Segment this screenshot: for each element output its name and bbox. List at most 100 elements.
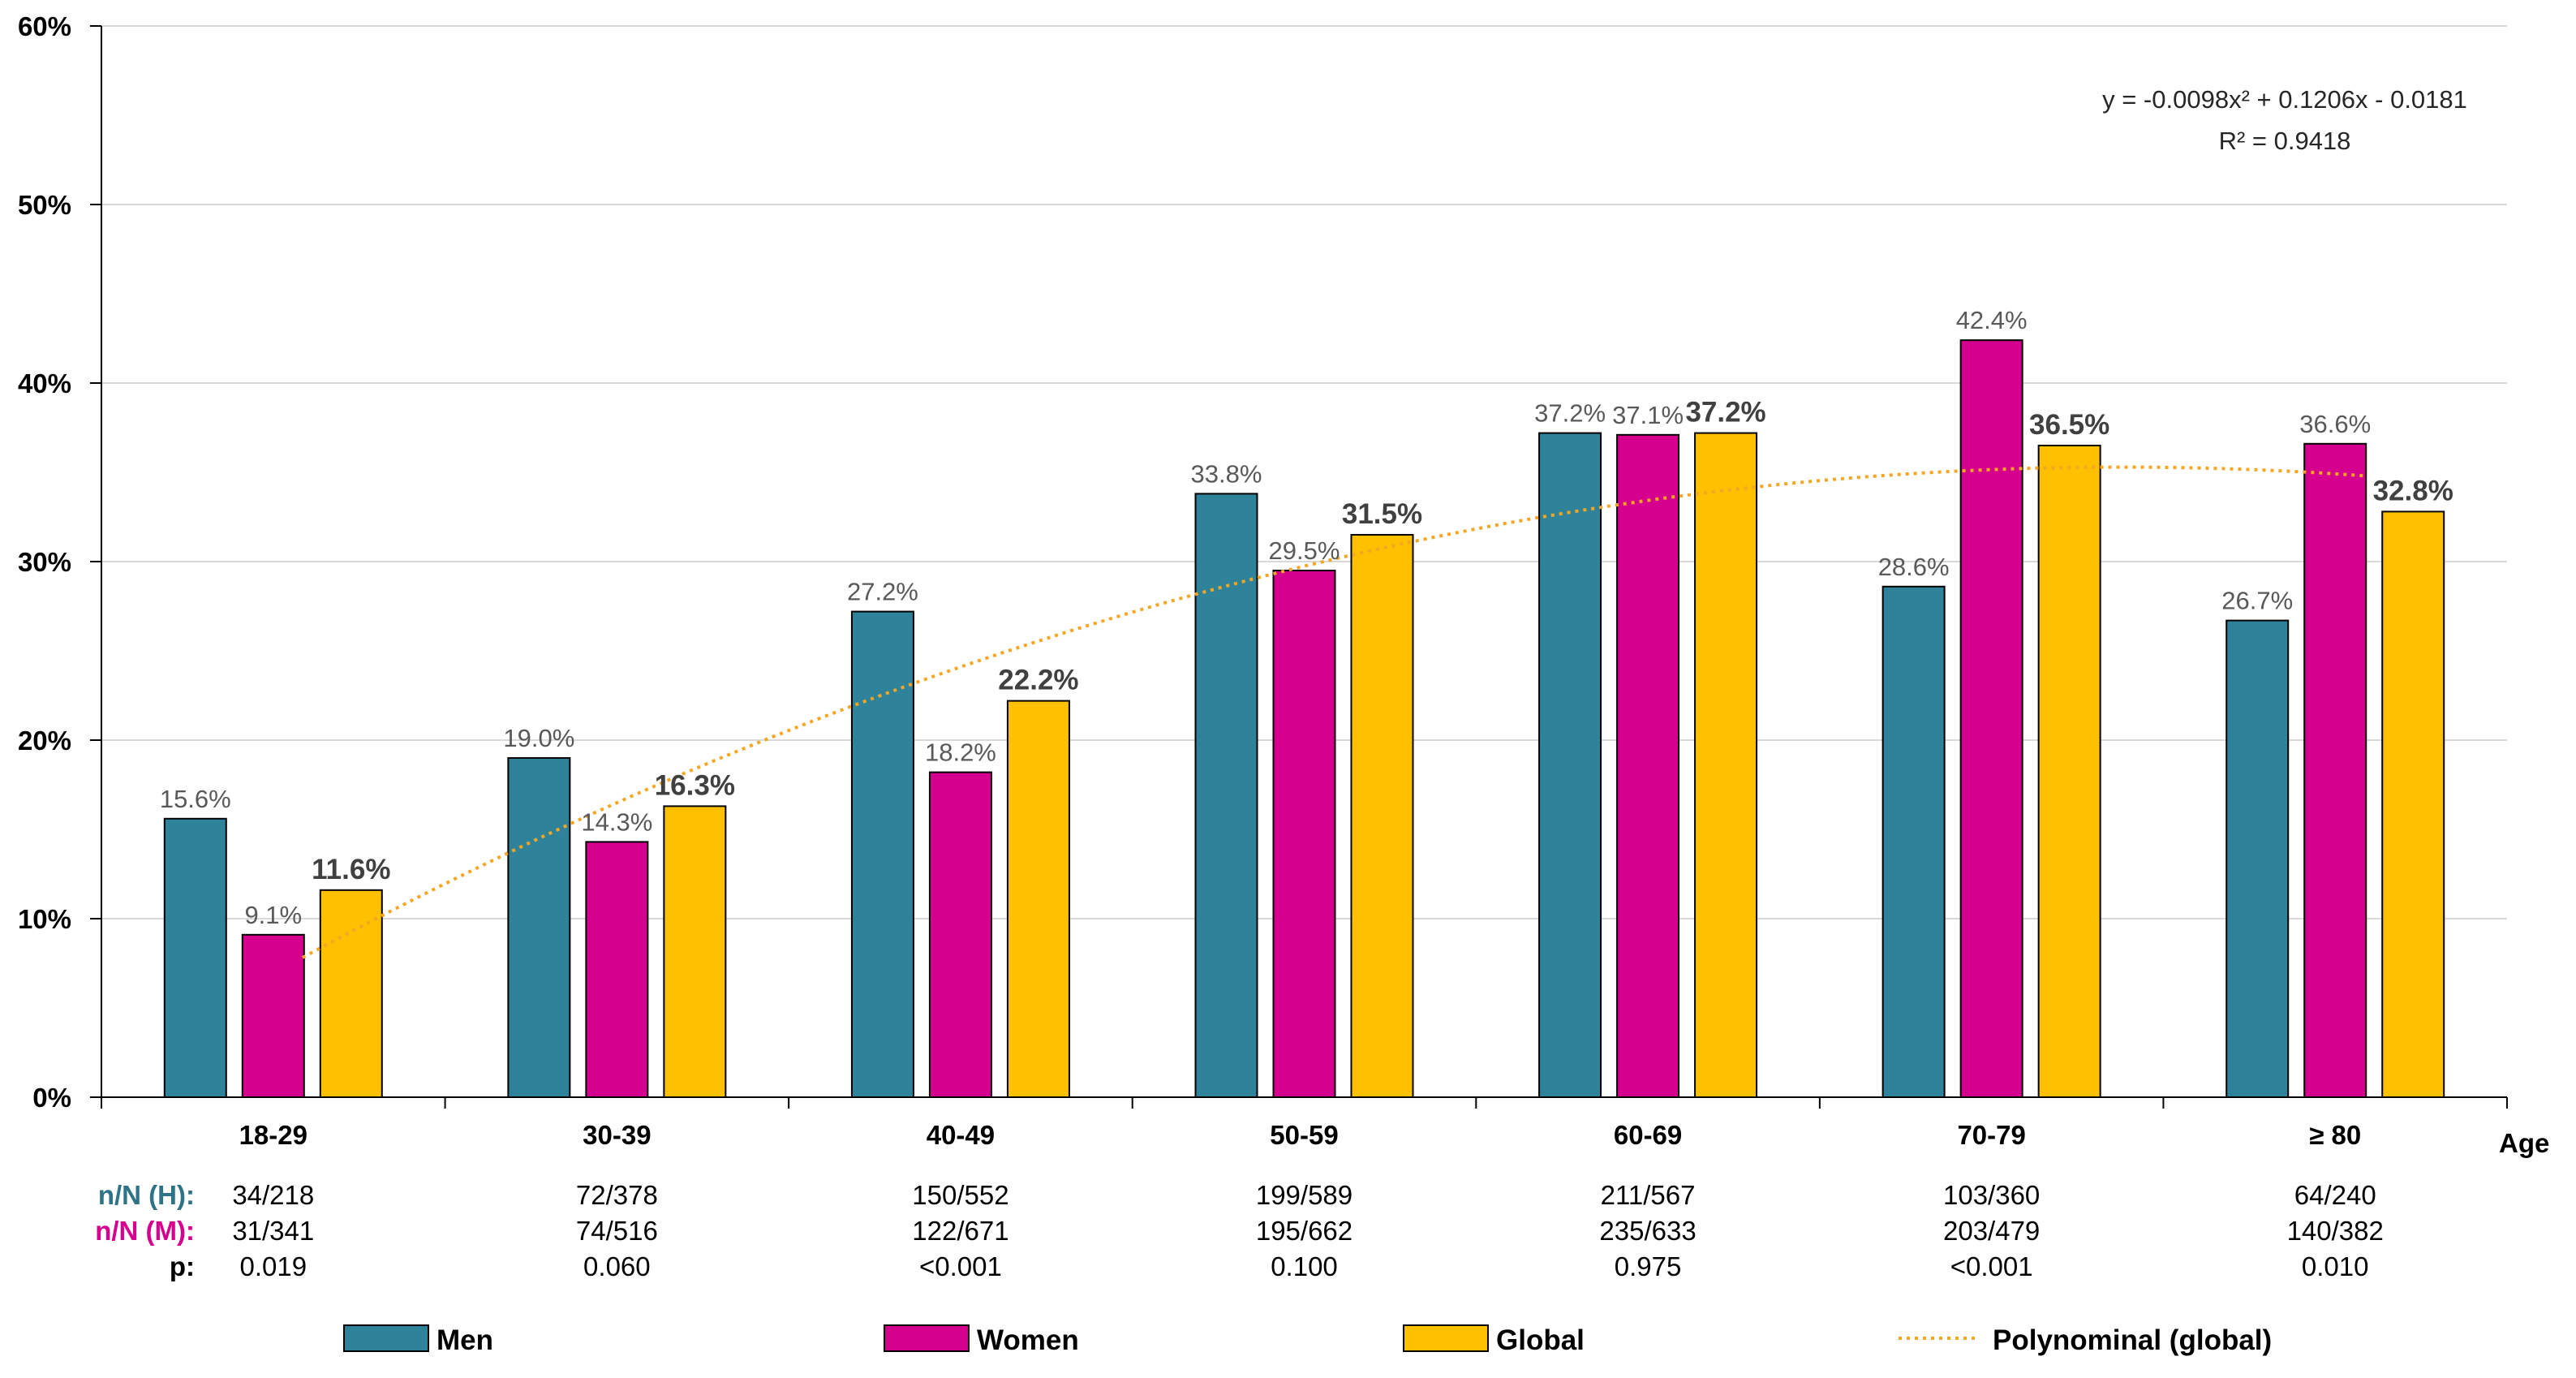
- table-cell: 235/633: [1599, 1216, 1696, 1246]
- table-cell: 31/341: [232, 1216, 314, 1246]
- table-cell: 74/516: [576, 1216, 658, 1246]
- data-label: 29.5%: [1269, 536, 1340, 565]
- y-tick-label: 20%: [18, 726, 71, 756]
- y-tick-label: 60%: [18, 11, 71, 41]
- data-label: 14.3%: [581, 807, 652, 836]
- data-label: 9.1%: [244, 901, 302, 929]
- gridlines: [101, 25, 2507, 919]
- table-cell: <0.001: [919, 1251, 1002, 1281]
- bar-women: [1272, 570, 1336, 1098]
- data-label: 42.4%: [1956, 306, 2028, 334]
- table-cell: 0.010: [2302, 1251, 2369, 1281]
- bar-global: [1694, 432, 1758, 1098]
- trendline-equation-text: y = -0.0098x² + 0.1206x - 0.0181: [2102, 85, 2467, 114]
- x-tick-label: 18-29: [239, 1120, 307, 1150]
- y-tick-label: 30%: [18, 547, 71, 577]
- table-row-label: n/N (H):: [98, 1180, 195, 1210]
- legend-label: Women: [977, 1324, 1079, 1356]
- bar-women: [2303, 442, 2367, 1098]
- data-label: 36.6%: [2299, 410, 2371, 438]
- bar-global: [1006, 700, 1070, 1098]
- bar-women: [928, 771, 992, 1098]
- axes: [90, 25, 2508, 1109]
- data-label: 37.2%: [1685, 397, 1765, 428]
- bars: [163, 339, 2445, 1099]
- table-cell: 0.975: [1615, 1251, 1682, 1281]
- bar-men: [1538, 432, 1602, 1098]
- y-tick-label: 40%: [18, 368, 71, 398]
- table-row-label: p:: [170, 1251, 195, 1281]
- table-cell: 72/378: [576, 1180, 658, 1210]
- bar-women: [585, 841, 649, 1099]
- data-label: 16.3%: [655, 769, 735, 801]
- bar-women: [1959, 339, 2023, 1098]
- table-cell: 195/662: [1256, 1216, 1353, 1246]
- tick-labels: 0% 10% 20% 30% 40% 50% 60% 18-29 30-39 40-49 50-59…: [18, 11, 2361, 1150]
- bar-global: [663, 805, 727, 1099]
- x-tick-label: 70-79: [1957, 1120, 2025, 1150]
- bar-global: [319, 889, 383, 1099]
- legend: Men Women Global Polynominal (global): [343, 1324, 2272, 1356]
- data-label: 28.6%: [1878, 553, 1950, 581]
- data-label: 27.2%: [847, 578, 918, 606]
- x-axis-label: Age: [2499, 1128, 2549, 1158]
- table-cell: 150/552: [912, 1180, 1008, 1210]
- x-tick-label: ≥ 80: [2309, 1120, 2361, 1150]
- table-cell: 122/671: [912, 1216, 1008, 1246]
- data-label: 32.8%: [2373, 475, 2453, 506]
- table-row-label: n/N (M):: [95, 1216, 195, 1246]
- data-label: 33.8%: [1191, 459, 1262, 488]
- bar-men: [163, 817, 227, 1098]
- legend-label: Global: [1496, 1324, 1585, 1356]
- data-label: 11.6%: [312, 854, 390, 885]
- y-tick-label: 10%: [18, 904, 71, 934]
- table-cell: 211/567: [1601, 1180, 1696, 1210]
- data-label: 18.2%: [925, 739, 996, 767]
- legend-swatch-women: [884, 1324, 970, 1352]
- bar-women: [241, 933, 305, 1099]
- bar-men: [507, 757, 571, 1098]
- x-tick-label: 30-39: [583, 1120, 651, 1150]
- table-cell: 199/589: [1256, 1180, 1353, 1210]
- bar-men: [1881, 585, 1946, 1098]
- table-cell: 64/240: [2294, 1180, 2376, 1210]
- table-cell: 140/382: [2287, 1216, 2384, 1246]
- data-label: 31.5%: [1342, 498, 1422, 530]
- x-tick-label: 50-59: [1270, 1120, 1338, 1150]
- data-label: 22.2%: [998, 665, 1078, 696]
- bar-global: [2381, 510, 2445, 1098]
- x-tick-label: 60-69: [1614, 1120, 1682, 1150]
- table-cell: 0.100: [1271, 1251, 1338, 1281]
- bar-women: [1616, 433, 1680, 1098]
- x-tick-label: 40-49: [927, 1120, 995, 1150]
- trendline-r2-text: R² = 0.9418: [2219, 127, 2351, 155]
- table-cell: 103/360: [1943, 1180, 2040, 1210]
- table-cell: 203/479: [1943, 1216, 2040, 1246]
- data-labels: 15.6% 9.1% 11.6% 19.0% 14.3%16.3% 27.2% 18.2% 2…: [160, 306, 2453, 929]
- trendline: [301, 465, 2365, 959]
- y-tick-label: 0%: [32, 1083, 71, 1113]
- data-label: 15.6%: [160, 785, 231, 813]
- trendline-curve: [301, 465, 2365, 959]
- bar-men: [2226, 619, 2290, 1098]
- trendline-equation: y = -0.0098x² + 0.1206x - 0.0181 R² = 0.…: [2102, 85, 2467, 155]
- table-cell: <0.001: [1950, 1251, 2033, 1281]
- legend-swatch-men: [343, 1324, 429, 1352]
- data-table: n/N (H): 34/218 72/378 150/552 199/589 211/56…: [95, 1180, 2384, 1281]
- table-cell: 34/218: [232, 1180, 314, 1210]
- legend-swatch-global: [1403, 1324, 1489, 1352]
- data-label: 37.1%: [1612, 401, 1684, 429]
- bar-men: [850, 610, 914, 1098]
- table-cell: 0.060: [583, 1251, 651, 1281]
- bar-global: [2037, 445, 2101, 1098]
- legend-label: Polynominal (global): [1993, 1324, 2272, 1356]
- data-label: 19.0%: [503, 724, 574, 752]
- table-cell: 0.019: [239, 1251, 307, 1281]
- bar-men: [1194, 493, 1258, 1098]
- data-label: 37.2%: [1534, 399, 1606, 428]
- data-label: 26.7%: [2221, 587, 2293, 615]
- y-tick-label: 50%: [18, 190, 71, 220]
- legend-label: Men: [437, 1324, 493, 1356]
- bar-global: [1350, 534, 1414, 1098]
